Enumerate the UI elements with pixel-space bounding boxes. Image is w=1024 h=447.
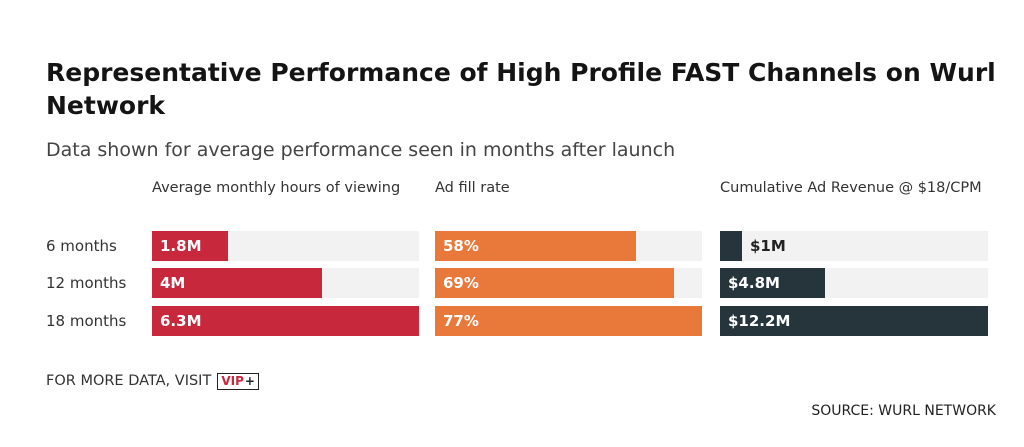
source-note: SOURCE: WURL NETWORK bbox=[811, 403, 996, 419]
column-header-1: Average monthly hours of viewing bbox=[152, 180, 401, 196]
row-label-18-months: 18 months bbox=[46, 312, 127, 330]
vip-logo-plus: + bbox=[244, 373, 255, 388]
bar-track: 77% bbox=[435, 306, 702, 336]
bar-value-label: 58% bbox=[443, 237, 479, 255]
column-header-2: Ad fill rate bbox=[435, 180, 510, 196]
bar-value-label: 4M bbox=[160, 274, 186, 292]
bar-value-label: 69% bbox=[443, 274, 479, 292]
visit-text: FOR MORE DATA, VISIT bbox=[46, 373, 212, 389]
footer-visit: FOR MORE DATA, VISIT VIP + bbox=[46, 370, 259, 392]
bar-track: 4M bbox=[152, 268, 419, 298]
bar-track: 1.8M bbox=[152, 231, 419, 261]
chart-title: Representative Performance of High Profi… bbox=[46, 58, 996, 120]
column-header-3: Cumulative Ad Revenue @ $18/CPM bbox=[720, 180, 982, 196]
bar-value-label: 1.8M bbox=[160, 237, 202, 255]
vip-plus-logo[interactable]: VIP + bbox=[217, 372, 259, 390]
bar-track: $12.2M bbox=[720, 306, 988, 336]
bar-1-6-months bbox=[152, 231, 228, 261]
bar-1-12-months bbox=[152, 268, 322, 298]
bar-track: 69% bbox=[435, 268, 702, 298]
bar-value-label: $12.2M bbox=[728, 312, 791, 330]
bar-3-18-months bbox=[720, 306, 988, 336]
bar-3-6-months bbox=[720, 231, 742, 261]
bar-2-12-months bbox=[435, 268, 674, 298]
bar-2-18-months bbox=[435, 306, 702, 336]
bar-value-label: $1M bbox=[750, 237, 786, 255]
bar-value-label: $4.8M bbox=[728, 274, 780, 292]
bar-track: 58% bbox=[435, 231, 702, 261]
vip-logo-text: VIP bbox=[221, 373, 244, 388]
bar-3-12-months bbox=[720, 268, 825, 298]
bar-value-label: 77% bbox=[443, 312, 479, 330]
bar-value-label: 6.3M bbox=[160, 312, 202, 330]
bar-track: 6.3M bbox=[152, 306, 419, 336]
bar-track: $4.8M bbox=[720, 268, 988, 298]
bar-track: $1M bbox=[720, 231, 988, 261]
row-label-6-months: 6 months bbox=[46, 237, 117, 255]
chart-subtitle: Data shown for average performance seen … bbox=[46, 139, 676, 161]
row-label-12-months: 12 months bbox=[46, 274, 127, 292]
bar-2-6-months bbox=[435, 231, 636, 261]
bar-1-18-months bbox=[152, 306, 419, 336]
